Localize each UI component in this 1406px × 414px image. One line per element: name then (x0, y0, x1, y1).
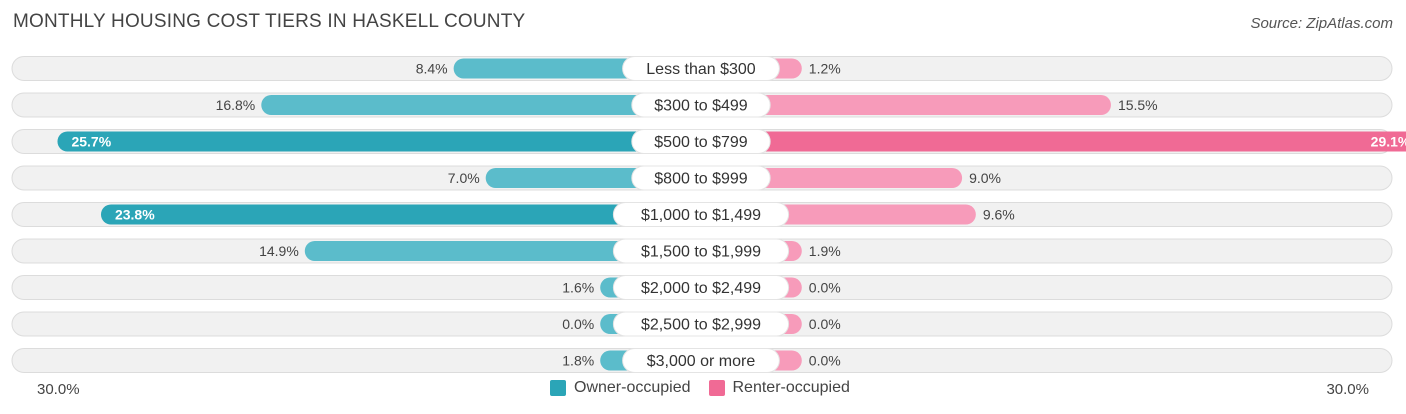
category-label: $2,000 to $2,499 (641, 280, 761, 297)
category-label: Less than $300 (646, 61, 756, 78)
category-label: $1,500 to $1,999 (641, 244, 761, 261)
source-note: Source: ZipAtlas.com (1250, 15, 1393, 32)
owner-value-label: 23.8% (115, 207, 155, 223)
axis-label-left: 30.0% (37, 381, 80, 398)
legend-item-renter: Renter-occupied (708, 379, 850, 397)
category-pill (612, 311, 790, 337)
category-pill (612, 238, 790, 264)
owner-value-label: 25.7% (71, 134, 111, 150)
owner-bar (261, 95, 701, 115)
renter-value-label: 15.5% (1118, 97, 1158, 113)
category-pill (622, 56, 780, 81)
category-label: $800 to $999 (654, 171, 748, 188)
category-label: $300 to $499 (654, 98, 748, 115)
owner-bar (304, 241, 701, 261)
legend-swatch-renter (708, 380, 725, 396)
renter-value-label: 0.0% (809, 280, 841, 296)
category-pill (631, 165, 771, 191)
renter-value-label: 29.1% (1371, 134, 1406, 150)
axis-label-right: 30.0% (1326, 381, 1369, 398)
category-label: $2,500 to $2,999 (641, 317, 761, 334)
chart-title: MONTHLY HOUSING COST TIERS IN HASKELL CO… (13, 11, 526, 32)
legend-swatch-owner (550, 380, 566, 396)
category-pill (612, 275, 790, 300)
owner-value-label: 0.0% (562, 316, 594, 332)
renter-value-label: 9.0% (969, 170, 1001, 186)
renter-value-label: 0.0% (809, 353, 841, 369)
category-label: $1,000 to $1,499 (641, 207, 761, 224)
category-pill (622, 348, 780, 373)
category-label: $3,000 or more (647, 353, 756, 370)
legend-label-owner: Owner-occupied (574, 379, 691, 396)
owner-value-label: 7.0% (448, 170, 480, 186)
owner-value-label: 14.9% (259, 243, 299, 259)
legend-item-owner: Owner-occupied (550, 379, 691, 397)
owner-bar (100, 204, 702, 225)
owner-value-label: 16.8% (216, 97, 256, 113)
category-pill (631, 92, 771, 118)
owner-bar (57, 131, 702, 152)
renter-value-label: 1.2% (809, 61, 841, 77)
owner-value-label: 1.8% (562, 353, 594, 369)
renter-value-label: 9.6% (983, 207, 1015, 223)
category-label: $500 to $799 (654, 134, 748, 151)
renter-value-label: 1.9% (809, 243, 841, 259)
owner-value-label: 8.4% (416, 61, 448, 77)
renter-bar (701, 95, 1111, 115)
owner-value-label: 1.6% (562, 280, 594, 296)
renter-value-label: 0.0% (809, 316, 841, 332)
category-pill (631, 129, 771, 154)
renter-bar (701, 131, 1406, 152)
legend-label-renter: Renter-occupied (732, 379, 850, 396)
legend: Owner-occupied Renter-occupied (550, 379, 868, 397)
category-pill (612, 202, 790, 227)
